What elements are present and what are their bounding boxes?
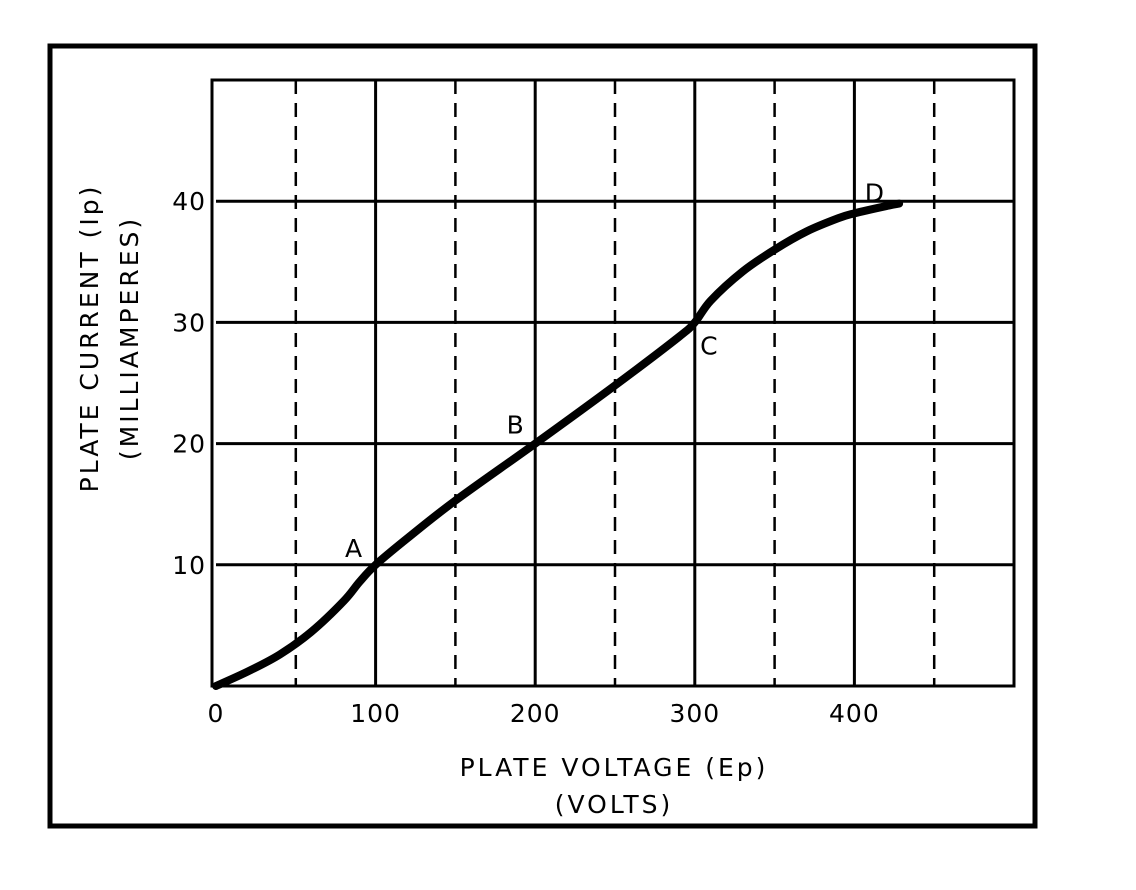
y-tick-label: 40 <box>172 187 206 216</box>
y-tick-labels: 10 20 30 40 <box>172 187 206 580</box>
point-annotations: A B C D <box>345 178 884 562</box>
point-label-d: D <box>865 178 884 207</box>
x-tick-label: 300 <box>669 699 720 728</box>
x-tick-label: 400 <box>829 699 880 728</box>
x-tick-label: 100 <box>350 699 401 728</box>
point-label-c: C <box>700 331 717 360</box>
y-axis-unit: (MILLIAMPERES) <box>115 216 144 460</box>
x-tick-labels: 0 100 200 300 400 <box>208 699 880 728</box>
outer-frame <box>47 43 1038 829</box>
x-axis-unit: (VOLTS) <box>555 790 673 819</box>
point-label-b: B <box>507 411 524 440</box>
x-axis-label: PLATE VOLTAGE (Ep) <box>460 753 769 782</box>
y-tick-label: 20 <box>172 430 206 459</box>
series-line <box>212 199 904 690</box>
x-tick-label: 0 <box>208 699 225 728</box>
point-label-a: A <box>345 534 362 563</box>
y-tick-label: 30 <box>172 308 206 337</box>
y-axis-label: PLATE CURRENT (Ip) <box>75 184 104 493</box>
y-tick-label: 10 <box>172 551 206 580</box>
plot-frame <box>210 78 1016 688</box>
x-tick-label: 200 <box>510 699 561 728</box>
